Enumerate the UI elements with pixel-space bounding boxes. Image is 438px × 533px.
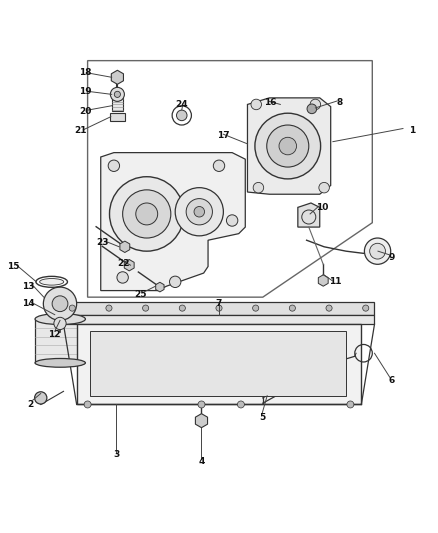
Polygon shape <box>90 332 346 395</box>
Text: 25: 25 <box>134 289 146 298</box>
Circle shape <box>170 276 181 287</box>
Circle shape <box>213 160 225 172</box>
Circle shape <box>177 110 187 120</box>
Polygon shape <box>64 314 374 324</box>
Text: 9: 9 <box>389 253 395 262</box>
Polygon shape <box>247 98 331 194</box>
Circle shape <box>84 401 91 408</box>
Circle shape <box>363 305 369 311</box>
Polygon shape <box>120 241 130 253</box>
Text: 18: 18 <box>79 68 92 77</box>
Text: 3: 3 <box>113 450 119 459</box>
Circle shape <box>117 272 128 283</box>
Circle shape <box>326 305 332 311</box>
Circle shape <box>194 206 205 217</box>
Circle shape <box>290 305 295 311</box>
Polygon shape <box>195 414 208 427</box>
Circle shape <box>110 177 184 251</box>
Polygon shape <box>77 324 361 405</box>
Bar <box>64 302 374 314</box>
Circle shape <box>237 401 244 408</box>
Circle shape <box>175 188 223 236</box>
Circle shape <box>347 401 354 408</box>
Text: 13: 13 <box>22 282 35 290</box>
Polygon shape <box>318 275 328 286</box>
Text: 6: 6 <box>389 376 395 385</box>
Bar <box>112 98 123 111</box>
Circle shape <box>179 305 185 311</box>
Circle shape <box>136 203 158 225</box>
Text: 7: 7 <box>216 299 222 308</box>
Circle shape <box>35 392 47 404</box>
Text: 23: 23 <box>97 238 109 247</box>
Text: 16: 16 <box>265 98 277 107</box>
Circle shape <box>186 199 212 225</box>
Circle shape <box>143 305 149 311</box>
Bar <box>35 319 85 363</box>
Text: 5: 5 <box>260 413 266 422</box>
Ellipse shape <box>35 313 85 325</box>
Circle shape <box>253 305 259 311</box>
Circle shape <box>52 296 68 312</box>
Text: 10: 10 <box>316 203 328 212</box>
Circle shape <box>319 182 329 193</box>
Polygon shape <box>124 260 134 271</box>
Circle shape <box>69 305 75 311</box>
Circle shape <box>198 401 205 408</box>
Bar <box>110 113 125 120</box>
Ellipse shape <box>35 359 85 367</box>
Circle shape <box>267 125 309 167</box>
Text: 20: 20 <box>79 107 92 116</box>
Circle shape <box>110 87 124 101</box>
Text: 12: 12 <box>49 330 61 339</box>
Circle shape <box>279 138 297 155</box>
Text: 19: 19 <box>79 87 92 96</box>
Circle shape <box>310 99 321 110</box>
Circle shape <box>255 113 321 179</box>
Polygon shape <box>101 152 245 290</box>
Text: 2: 2 <box>28 400 34 409</box>
Text: 1: 1 <box>409 126 415 135</box>
Circle shape <box>114 91 120 98</box>
Circle shape <box>108 160 120 172</box>
Circle shape <box>226 215 238 226</box>
Circle shape <box>216 305 222 311</box>
Text: 4: 4 <box>198 457 205 466</box>
Circle shape <box>106 305 112 311</box>
Circle shape <box>43 287 77 320</box>
Circle shape <box>307 104 317 114</box>
Circle shape <box>253 182 264 193</box>
Circle shape <box>54 317 66 329</box>
Text: 14: 14 <box>22 299 35 308</box>
Polygon shape <box>298 203 320 227</box>
Polygon shape <box>155 282 164 292</box>
Text: 17: 17 <box>217 131 230 140</box>
Text: 8: 8 <box>336 98 343 107</box>
Polygon shape <box>111 70 124 84</box>
Text: 11: 11 <box>329 277 341 286</box>
Ellipse shape <box>39 279 64 285</box>
Circle shape <box>364 238 391 264</box>
Text: 15: 15 <box>7 262 19 271</box>
Text: 24: 24 <box>176 100 188 109</box>
Circle shape <box>251 99 261 110</box>
Circle shape <box>123 190 171 238</box>
Text: 21: 21 <box>74 126 86 135</box>
Text: 22: 22 <box>118 259 130 268</box>
Circle shape <box>370 243 385 259</box>
